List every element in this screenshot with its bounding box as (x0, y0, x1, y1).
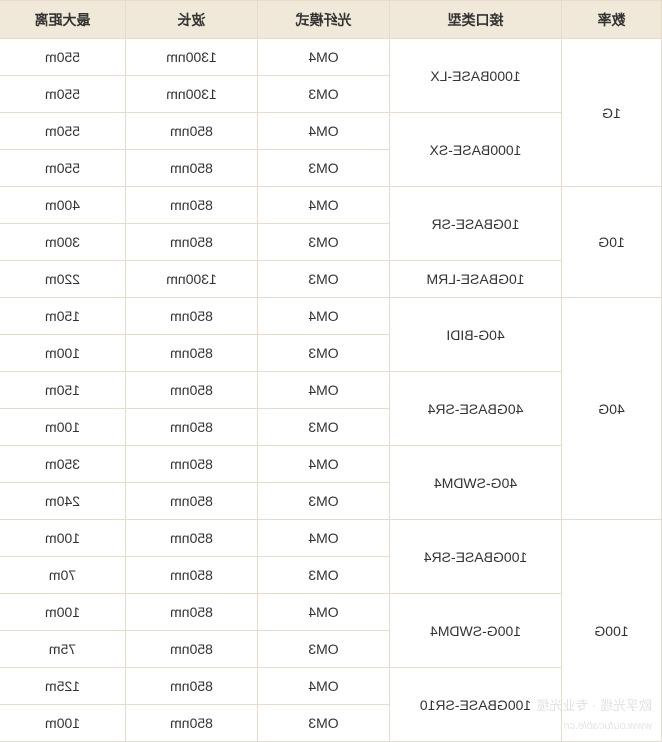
cell-wavelength: 850nm (126, 113, 258, 150)
cell-distance: 125m (0, 668, 126, 705)
cell-mode: OM3 (258, 557, 390, 594)
header-rate: 数率 (562, 1, 662, 39)
cell-interface: 10GBASE-SR (390, 187, 562, 261)
cell-rate: 100G (562, 520, 662, 742)
cell-mode: OM4 (258, 668, 390, 705)
cell-interface: 1000BASE-LX (390, 39, 562, 113)
cell-interface: 100GBASE-SR4 (390, 520, 562, 594)
cell-interface: 10GBASE-LRM (390, 261, 562, 298)
cell-distance: 550m (0, 150, 126, 187)
cell-mode: OM3 (258, 409, 390, 446)
cell-distance: 100m (0, 705, 126, 742)
cell-interface: 1000BASE-SX (390, 113, 562, 187)
cell-wavelength: 850nm (126, 224, 258, 261)
cell-mode: OM3 (258, 705, 390, 742)
cell-mode: OM4 (258, 39, 390, 76)
cell-wavelength: 850nm (126, 298, 258, 335)
cell-distance: 100m (0, 594, 126, 631)
cell-mode: OM4 (258, 298, 390, 335)
cell-mode: OM3 (258, 631, 390, 668)
header-interface: 接口类型 (390, 1, 562, 39)
cell-wavelength: 1300nm (126, 39, 258, 76)
cell-wavelength: 850nm (126, 520, 258, 557)
cell-mode: OM3 (258, 483, 390, 520)
cell-mode: OM3 (258, 335, 390, 372)
cell-rate: 10G (562, 187, 662, 298)
cell-wavelength: 850nm (126, 187, 258, 224)
cell-distance: 240m (0, 483, 126, 520)
cell-wavelength: 850nm (126, 150, 258, 187)
cell-mode: OM3 (258, 76, 390, 113)
cell-wavelength: 850nm (126, 594, 258, 631)
cell-wavelength: 850nm (126, 446, 258, 483)
cell-wavelength: 850nm (126, 705, 258, 742)
cell-distance: 100m (0, 520, 126, 557)
cell-distance: 150m (0, 298, 126, 335)
cell-distance: 550m (0, 113, 126, 150)
cell-wavelength: 1300nm (126, 76, 258, 113)
cell-rate: 1G (562, 39, 662, 187)
cell-interface: 40G-SWDM4 (390, 446, 562, 520)
cell-distance: 550m (0, 76, 126, 113)
cell-mode: OM4 (258, 594, 390, 631)
cell-interface: 100G-SWDM4 (390, 594, 562, 668)
table-row: 100G100GBASE-SR4OM4850nm100m (0, 520, 662, 557)
table-header-row: 数率 接口类型 光纤模式 波长 最大距离 (0, 1, 662, 39)
cell-mode: OM4 (258, 113, 390, 150)
cell-wavelength: 850nm (126, 631, 258, 668)
cell-wavelength: 850nm (126, 483, 258, 520)
cell-distance: 100m (0, 409, 126, 446)
cell-mode: OM4 (258, 372, 390, 409)
cell-distance: 70m (0, 557, 126, 594)
fiber-spec-table: 数率 接口类型 光纤模式 波长 最大距离 1G1000BASE-LXOM4130… (0, 0, 662, 742)
cell-distance: 300m (0, 224, 126, 261)
cell-mode: OM4 (258, 187, 390, 224)
cell-wavelength: 850nm (126, 409, 258, 446)
cell-wavelength: 850nm (126, 668, 258, 705)
cell-wavelength: 850nm (126, 335, 258, 372)
header-mode: 光纤模式 (258, 1, 390, 39)
cell-interface: 40GBASE-SR4 (390, 372, 562, 446)
cell-distance: 350m (0, 446, 126, 483)
cell-mode: OM4 (258, 446, 390, 483)
cell-wavelength: 850nm (126, 557, 258, 594)
cell-interface: 100GBASE-SR10 (390, 668, 562, 742)
cell-mode: OM4 (258, 520, 390, 557)
cell-wavelength: 850nm (126, 372, 258, 409)
cell-distance: 75m (0, 631, 126, 668)
cell-mode: OM3 (258, 150, 390, 187)
cell-distance: 220m (0, 261, 126, 298)
table-row: 1G1000BASE-LXOM41300nm550m (0, 39, 662, 76)
header-wavelength: 波长 (126, 1, 258, 39)
cell-distance: 400m (0, 187, 126, 224)
cell-distance: 150m (0, 372, 126, 409)
table-row: 10G10GBASE-SROM4850nm400m (0, 187, 662, 224)
cell-interface: 40G-BIDI (390, 298, 562, 372)
cell-mode: OM3 (258, 261, 390, 298)
cell-distance: 550m (0, 39, 126, 76)
table-row: 40G40G-BIDIOM4850nm150m (0, 298, 662, 335)
cell-rate: 40G (562, 298, 662, 520)
header-distance: 最大距离 (0, 1, 126, 39)
cell-distance: 100m (0, 335, 126, 372)
cell-wavelength: 1300nm (126, 261, 258, 298)
cell-mode: OM3 (258, 224, 390, 261)
